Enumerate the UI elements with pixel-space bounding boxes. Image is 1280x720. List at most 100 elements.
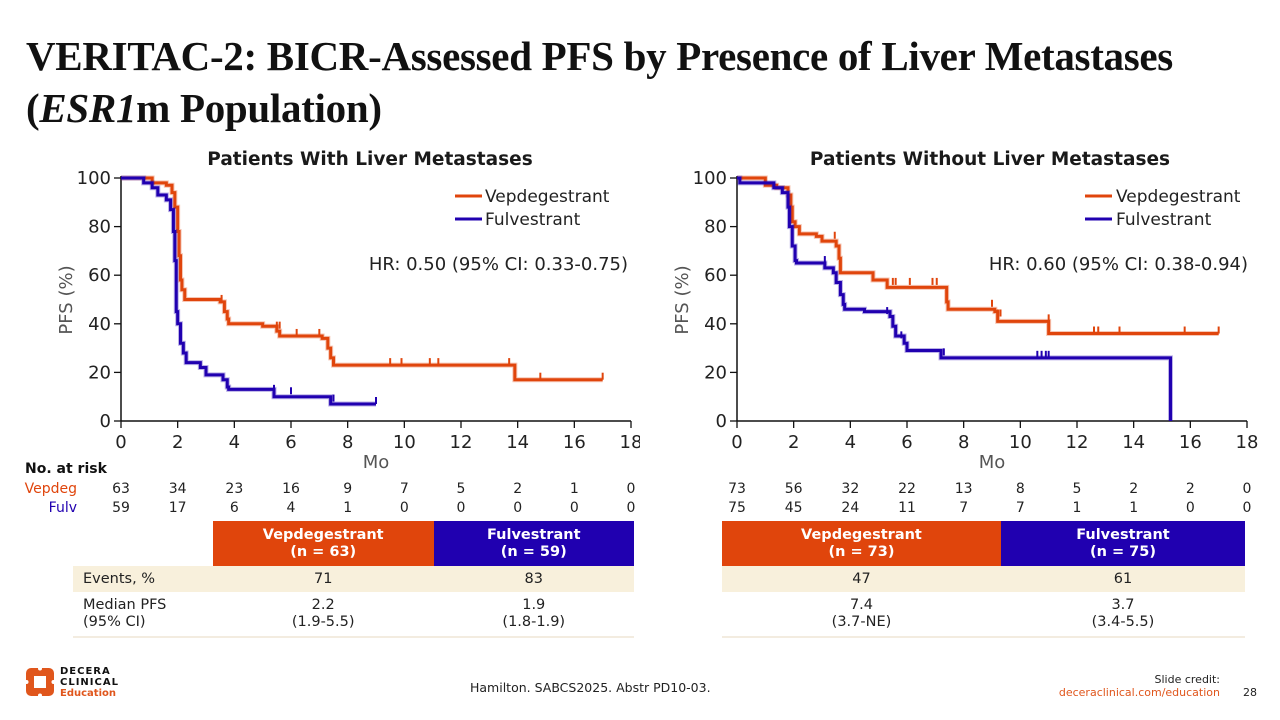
- slide-credit: Slide credit: deceraclinical.com/educati…: [1059, 673, 1220, 699]
- risk-table-heading: No. at risk: [25, 461, 108, 477]
- x-tick-label: 8: [342, 432, 353, 453]
- x-tick-label: 14: [1122, 432, 1145, 453]
- km-curve-halo-fulvestrant: [737, 178, 1171, 421]
- at-risk-vepdeg: 5: [457, 481, 466, 497]
- at-risk-fulv: 0: [1243, 500, 1252, 516]
- table-row-median-pfs: 7.4(3.7-NE) 3.7(3.4-5.5): [722, 592, 1245, 637]
- at-risk-fulv: 24: [841, 500, 859, 516]
- x-tick-label: 14: [506, 432, 529, 453]
- logo-wordmark: DECERA CLINICAL Education: [60, 666, 119, 699]
- at-risk-fulv: 1: [343, 500, 352, 516]
- at-risk-fulv: 0: [1186, 500, 1195, 516]
- summary-table-with-liver-mets: Vepdegestrant(n = 63) Fulvestrant(n = 59…: [73, 521, 634, 638]
- title-line1: VERITAC-2: BICR-Assessed PFS by Presence…: [26, 33, 1173, 79]
- cell-value: 83: [434, 566, 635, 592]
- at-risk-fulv: 75: [728, 500, 746, 516]
- km-curve-fulvestrant: [737, 178, 1171, 421]
- x-tick-label: 10: [1009, 432, 1032, 453]
- y-tick-label: 40: [88, 314, 111, 335]
- risk-rows: 63593417236164917050201000: [112, 481, 635, 516]
- header-vepdegestrant: Vepdegestrant(n = 63): [213, 521, 434, 566]
- logo-line2: CLINICAL: [60, 677, 119, 688]
- x-tick-label: 6: [285, 432, 296, 453]
- at-risk-vepdeg: 2: [1129, 481, 1138, 497]
- header-fulvestrant: Fulvestrant(n = 59): [434, 521, 635, 566]
- cell-value: 1.9(1.8-1.9): [434, 592, 635, 637]
- chart-title: Patients With Liver Metastases: [207, 149, 532, 170]
- km-curve-halo-fulvestrant: [121, 178, 376, 404]
- x-tick-label: 10: [393, 432, 416, 453]
- slide-title: VERITAC-2: BICR-Assessed PFS by Presence…: [26, 30, 1266, 134]
- x-tick-label: 12: [1066, 432, 1089, 453]
- table-row-events: 47 61: [722, 566, 1245, 592]
- at-risk-vepdeg: 9: [343, 481, 352, 497]
- y-tick-label: 60: [88, 265, 111, 286]
- at-risk-fulv: 7: [959, 500, 968, 516]
- cell-value: 7.4(3.7-NE): [722, 592, 1001, 637]
- logo-line3: Education: [60, 688, 119, 699]
- y-tick-label: 0: [100, 411, 111, 432]
- decera-logo-icon: [25, 667, 55, 697]
- table-row-events: Events, % 71 83: [73, 566, 634, 592]
- credit-label: Slide credit:: [1059, 673, 1220, 686]
- at-risk-vepdeg: 56: [785, 481, 803, 497]
- risk-label-fulv: Fulv: [49, 500, 77, 516]
- km-curve-fulvestrant: [121, 178, 376, 404]
- at-risk-fulv: 7: [1016, 500, 1025, 516]
- at-risk-vepdeg: 0: [627, 481, 636, 497]
- legend-label-fulvestrant: Fulvestrant: [1116, 210, 1212, 230]
- row-label: Median PFS(95% CI): [73, 592, 213, 637]
- x-axis-label: Mo: [363, 452, 390, 473]
- table-corner: [73, 521, 213, 566]
- at-risk-fulv: 1: [1129, 500, 1138, 516]
- legend-label-vepdegestrant: Vepdegestrant: [485, 187, 610, 207]
- at-risk-fulv: 1: [1073, 500, 1082, 516]
- x-tick-label: 6: [901, 432, 912, 453]
- credit-link[interactable]: deceraclinical.com/education: [1059, 686, 1220, 699]
- at-risk-vepdeg: 63: [112, 481, 130, 497]
- y-tick-label: 80: [88, 217, 111, 238]
- legend-label-fulvestrant: Fulvestrant: [485, 210, 581, 230]
- at-risk-vepdeg: 23: [225, 481, 243, 497]
- at-risk-vepdeg: 2: [1186, 481, 1195, 497]
- title-line2: m Population): [136, 85, 382, 131]
- x-tick-label: 18: [1236, 432, 1259, 453]
- hazard-ratio-annotation: HR: 0.60 (95% CI: 0.38-0.94): [989, 254, 1248, 275]
- at-risk-fulv: 4: [287, 500, 296, 516]
- at-risk-vepdeg: 1: [570, 481, 579, 497]
- cell-value: 71: [213, 566, 434, 592]
- at-risk-vepdeg: 5: [1073, 481, 1082, 497]
- chart-title: Patients Without Liver Metastases: [810, 149, 1170, 170]
- y-axis-label: PFS (%): [56, 265, 77, 334]
- at-risk-fulv: 0: [400, 500, 409, 516]
- hazard-ratio-annotation: HR: 0.50 (95% CI: 0.33-0.75): [369, 254, 628, 275]
- title-gene: ESR1: [39, 85, 136, 131]
- citation: Hamilton. SABCS2025. Abstr PD10-03.: [470, 680, 711, 695]
- header-vepdegestrant: Vepdegestrant(n = 73): [722, 521, 1001, 566]
- km-curve-halo-vepdegestrant: [121, 178, 603, 380]
- at-risk-vepdeg: 7: [400, 481, 409, 497]
- at-risk-fulv: 6: [230, 500, 239, 516]
- at-risk-vepdeg: 0: [1243, 481, 1252, 497]
- at-risk-vepdeg: 22: [898, 481, 916, 497]
- at-risk-vepdeg: 16: [282, 481, 300, 497]
- y-tick-label: 40: [704, 314, 727, 335]
- x-tick-label: 2: [172, 432, 183, 453]
- summary-table-without-liver-mets: Vepdegestrant(n = 73) Fulvestrant(n = 75…: [722, 521, 1245, 638]
- at-risk-fulv: 17: [169, 500, 187, 516]
- legend: Vepdegestrant Fulvestrant: [1085, 187, 1241, 230]
- km-chart-without-liver-mets: Patients Without Liver Metastases 020406…: [640, 140, 1280, 520]
- cell-value: 61: [1001, 566, 1245, 592]
- x-axis-label: Mo: [979, 452, 1006, 473]
- at-risk-vepdeg: 73: [728, 481, 746, 497]
- y-tick-label: 20: [88, 362, 111, 383]
- risk-label-vepdeg: Vepdeg: [25, 481, 77, 497]
- y-tick-label: 100: [693, 168, 727, 189]
- at-risk-vepdeg: 34: [169, 481, 187, 497]
- legend-label-vepdegestrant: Vepdegestrant: [1116, 187, 1241, 207]
- at-risk-vepdeg: 32: [841, 481, 859, 497]
- x-tick-label: 16: [563, 432, 586, 453]
- x-tick-label: 4: [845, 432, 856, 453]
- y-tick-label: 20: [704, 362, 727, 383]
- y-tick-label: 60: [704, 265, 727, 286]
